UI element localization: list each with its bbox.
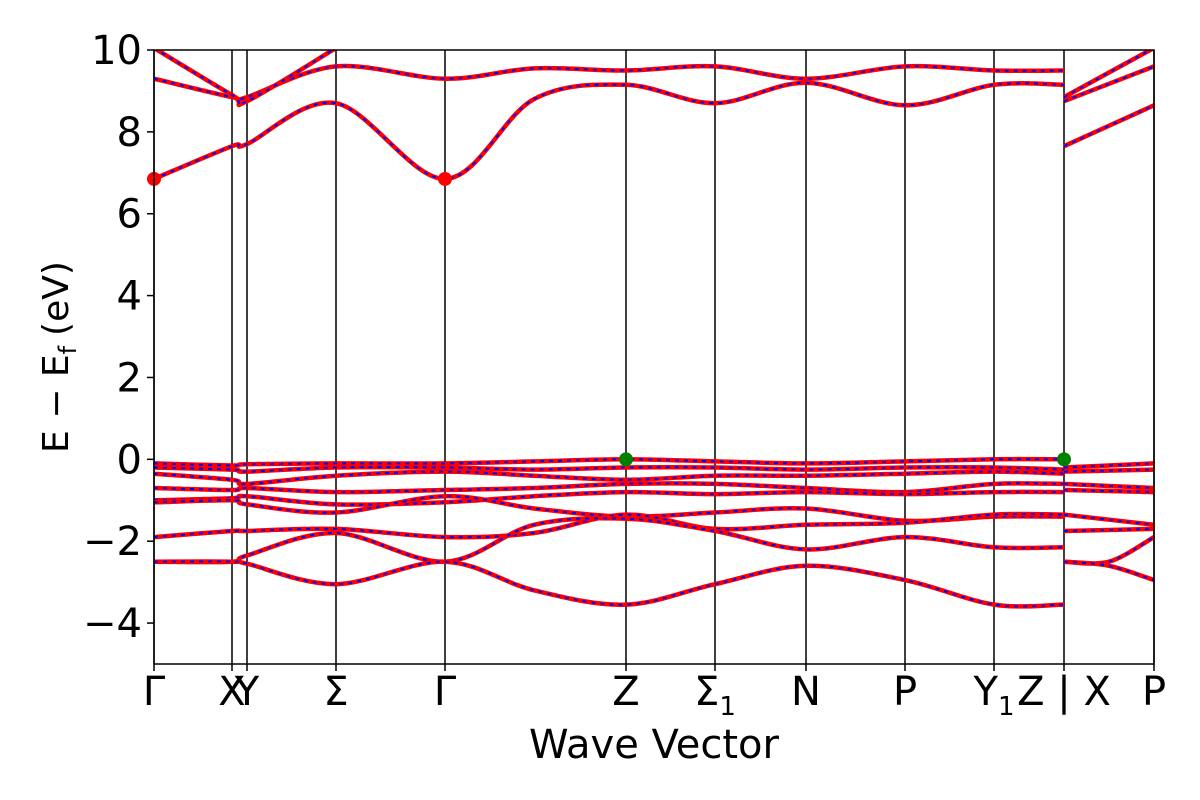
band-line-dashed: [154, 64, 1065, 102]
y-tick-label: 4: [117, 274, 142, 320]
x-tick-label: Z | X: [1017, 669, 1111, 715]
y-tick-label: 6: [117, 192, 142, 238]
band-line-dashed: [154, 81, 1065, 180]
x-tick-label: N: [791, 669, 821, 715]
plot-frame: [153, 49, 1155, 665]
x-tick-label: Γ: [434, 669, 457, 715]
y-axis-label-sub: f: [54, 345, 82, 354]
band-line-dashed: [1063, 527, 1154, 532]
x-axis-label: Wave Vector: [529, 722, 780, 768]
band-line: [154, 559, 1065, 609]
band-line-dashed: [1063, 468, 1154, 473]
y-axis-label-unit: (eV): [36, 261, 77, 336]
band-line: [154, 515, 1065, 565]
band-edge-markers: [147, 171, 1071, 467]
band-line-dashed: [154, 458, 1065, 467]
band-line-dashed: [154, 517, 1065, 564]
band-line-dashed: [154, 512, 1065, 539]
y-axis-label: E − Ef (eV): [36, 261, 82, 453]
y-tick-label: 10: [91, 28, 142, 74]
band-line-dashed: [1063, 104, 1154, 148]
kpoint-lines: [153, 50, 1155, 664]
x-tick-label: P: [1142, 669, 1166, 715]
band-line-dashed: [154, 490, 1065, 506]
x-tick-label: P: [893, 669, 917, 715]
band-series: [154, 50, 1154, 609]
x-tick-label: Γ: [143, 669, 166, 715]
band-line-dashed: [155, 50, 335, 107]
x-tick-label: Y1: [973, 669, 1015, 722]
band-line-dashed: [1063, 462, 1154, 469]
y-tick-label: −2: [83, 519, 142, 565]
x-tick-label: X: [218, 669, 245, 715]
x-tick-label: Z: [612, 669, 639, 715]
band-line-dashed: [1063, 482, 1154, 489]
vbm-marker: [1057, 452, 1071, 467]
cbm-marker: [438, 171, 452, 186]
band-line: [1062, 50, 1154, 100]
y-axis-ticks: −4 −2 0 2 4 6 8 10: [83, 28, 154, 647]
vbm-marker: [619, 452, 633, 467]
x-tick-label: Σ: [323, 669, 348, 715]
y-tick-label: 8: [117, 110, 142, 156]
y-tick-label: −4: [83, 601, 142, 647]
band-line: [154, 80, 1065, 182]
x-tick-label: Σ1: [694, 669, 736, 722]
band-line-dashed: [154, 466, 1065, 473]
y-tick-label: 2: [117, 355, 142, 401]
band-line-dashed: [1063, 513, 1154, 526]
y-tick-label: 0: [117, 437, 142, 483]
band-line-dashed: [1063, 560, 1154, 582]
x-axis-ticks: Γ XY Σ Γ Z Σ1 N P Y1 Z | X P: [143, 664, 1166, 722]
band-line: [1063, 559, 1154, 583]
band-line-dashed: [1063, 65, 1154, 103]
band-line-dashed: [154, 560, 1065, 608]
band-line: [1063, 535, 1154, 566]
y-axis-label-main: E − E: [36, 354, 77, 453]
band-line-dashed: [154, 470, 1065, 485]
band-line-dashed: [1063, 489, 1154, 494]
x-tick-label: Y: [234, 669, 260, 715]
